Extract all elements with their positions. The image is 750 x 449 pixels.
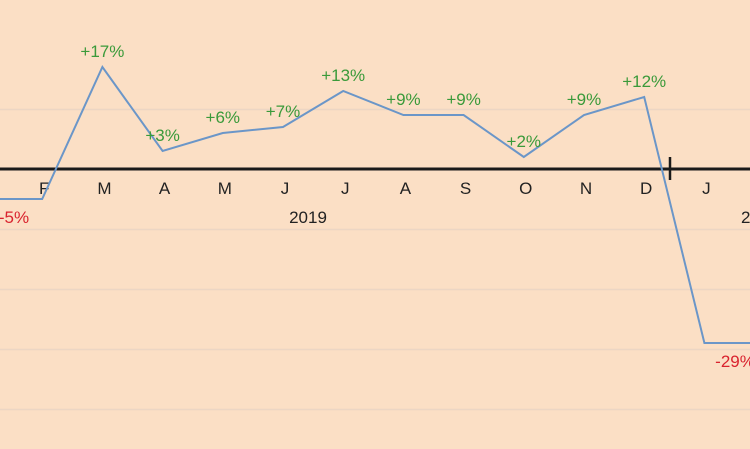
data-label: -29% — [715, 352, 750, 371]
month-tick-label: J — [341, 179, 350, 198]
data-label: +9% — [567, 90, 602, 109]
year-label: 2019 — [289, 208, 327, 227]
data-label: +13% — [321, 66, 365, 85]
month-tick-label: O — [519, 179, 532, 198]
month-tick-label: D — [640, 179, 652, 198]
data-label: +3% — [145, 126, 180, 145]
data-label: -5% — [0, 208, 29, 227]
data-label: +9% — [386, 90, 421, 109]
month-tick-label: M — [218, 179, 232, 198]
data-labels: -5% +17% +3% +6% +7% +13% +9% +9% +2% +9% +12% -29% — [0, 42, 750, 371]
x-axis: JFMAMJJASONDJF20192020 — [0, 157, 750, 227]
month-tick-label: M — [97, 179, 111, 198]
data-label: +9% — [446, 90, 481, 109]
data-label: +17% — [80, 42, 124, 61]
month-tick-label: S — [460, 179, 471, 198]
data-label: +6% — [206, 108, 241, 127]
month-tick-label: F — [39, 179, 49, 198]
year-label: 2020 — [741, 208, 750, 227]
data-label: +2% — [507, 132, 542, 151]
data-label: +12% — [622, 72, 666, 91]
month-tick-label: N — [580, 179, 592, 198]
month-tick-label: A — [159, 179, 171, 198]
month-tick-label: A — [400, 179, 412, 198]
series-polyline — [0, 65, 750, 344]
data-label: +7% — [266, 102, 301, 121]
gridlines — [0, 108, 750, 411]
series-line — [0, 65, 750, 344]
month-tick-label: J — [702, 179, 711, 198]
month-tick-label: J — [281, 179, 290, 198]
